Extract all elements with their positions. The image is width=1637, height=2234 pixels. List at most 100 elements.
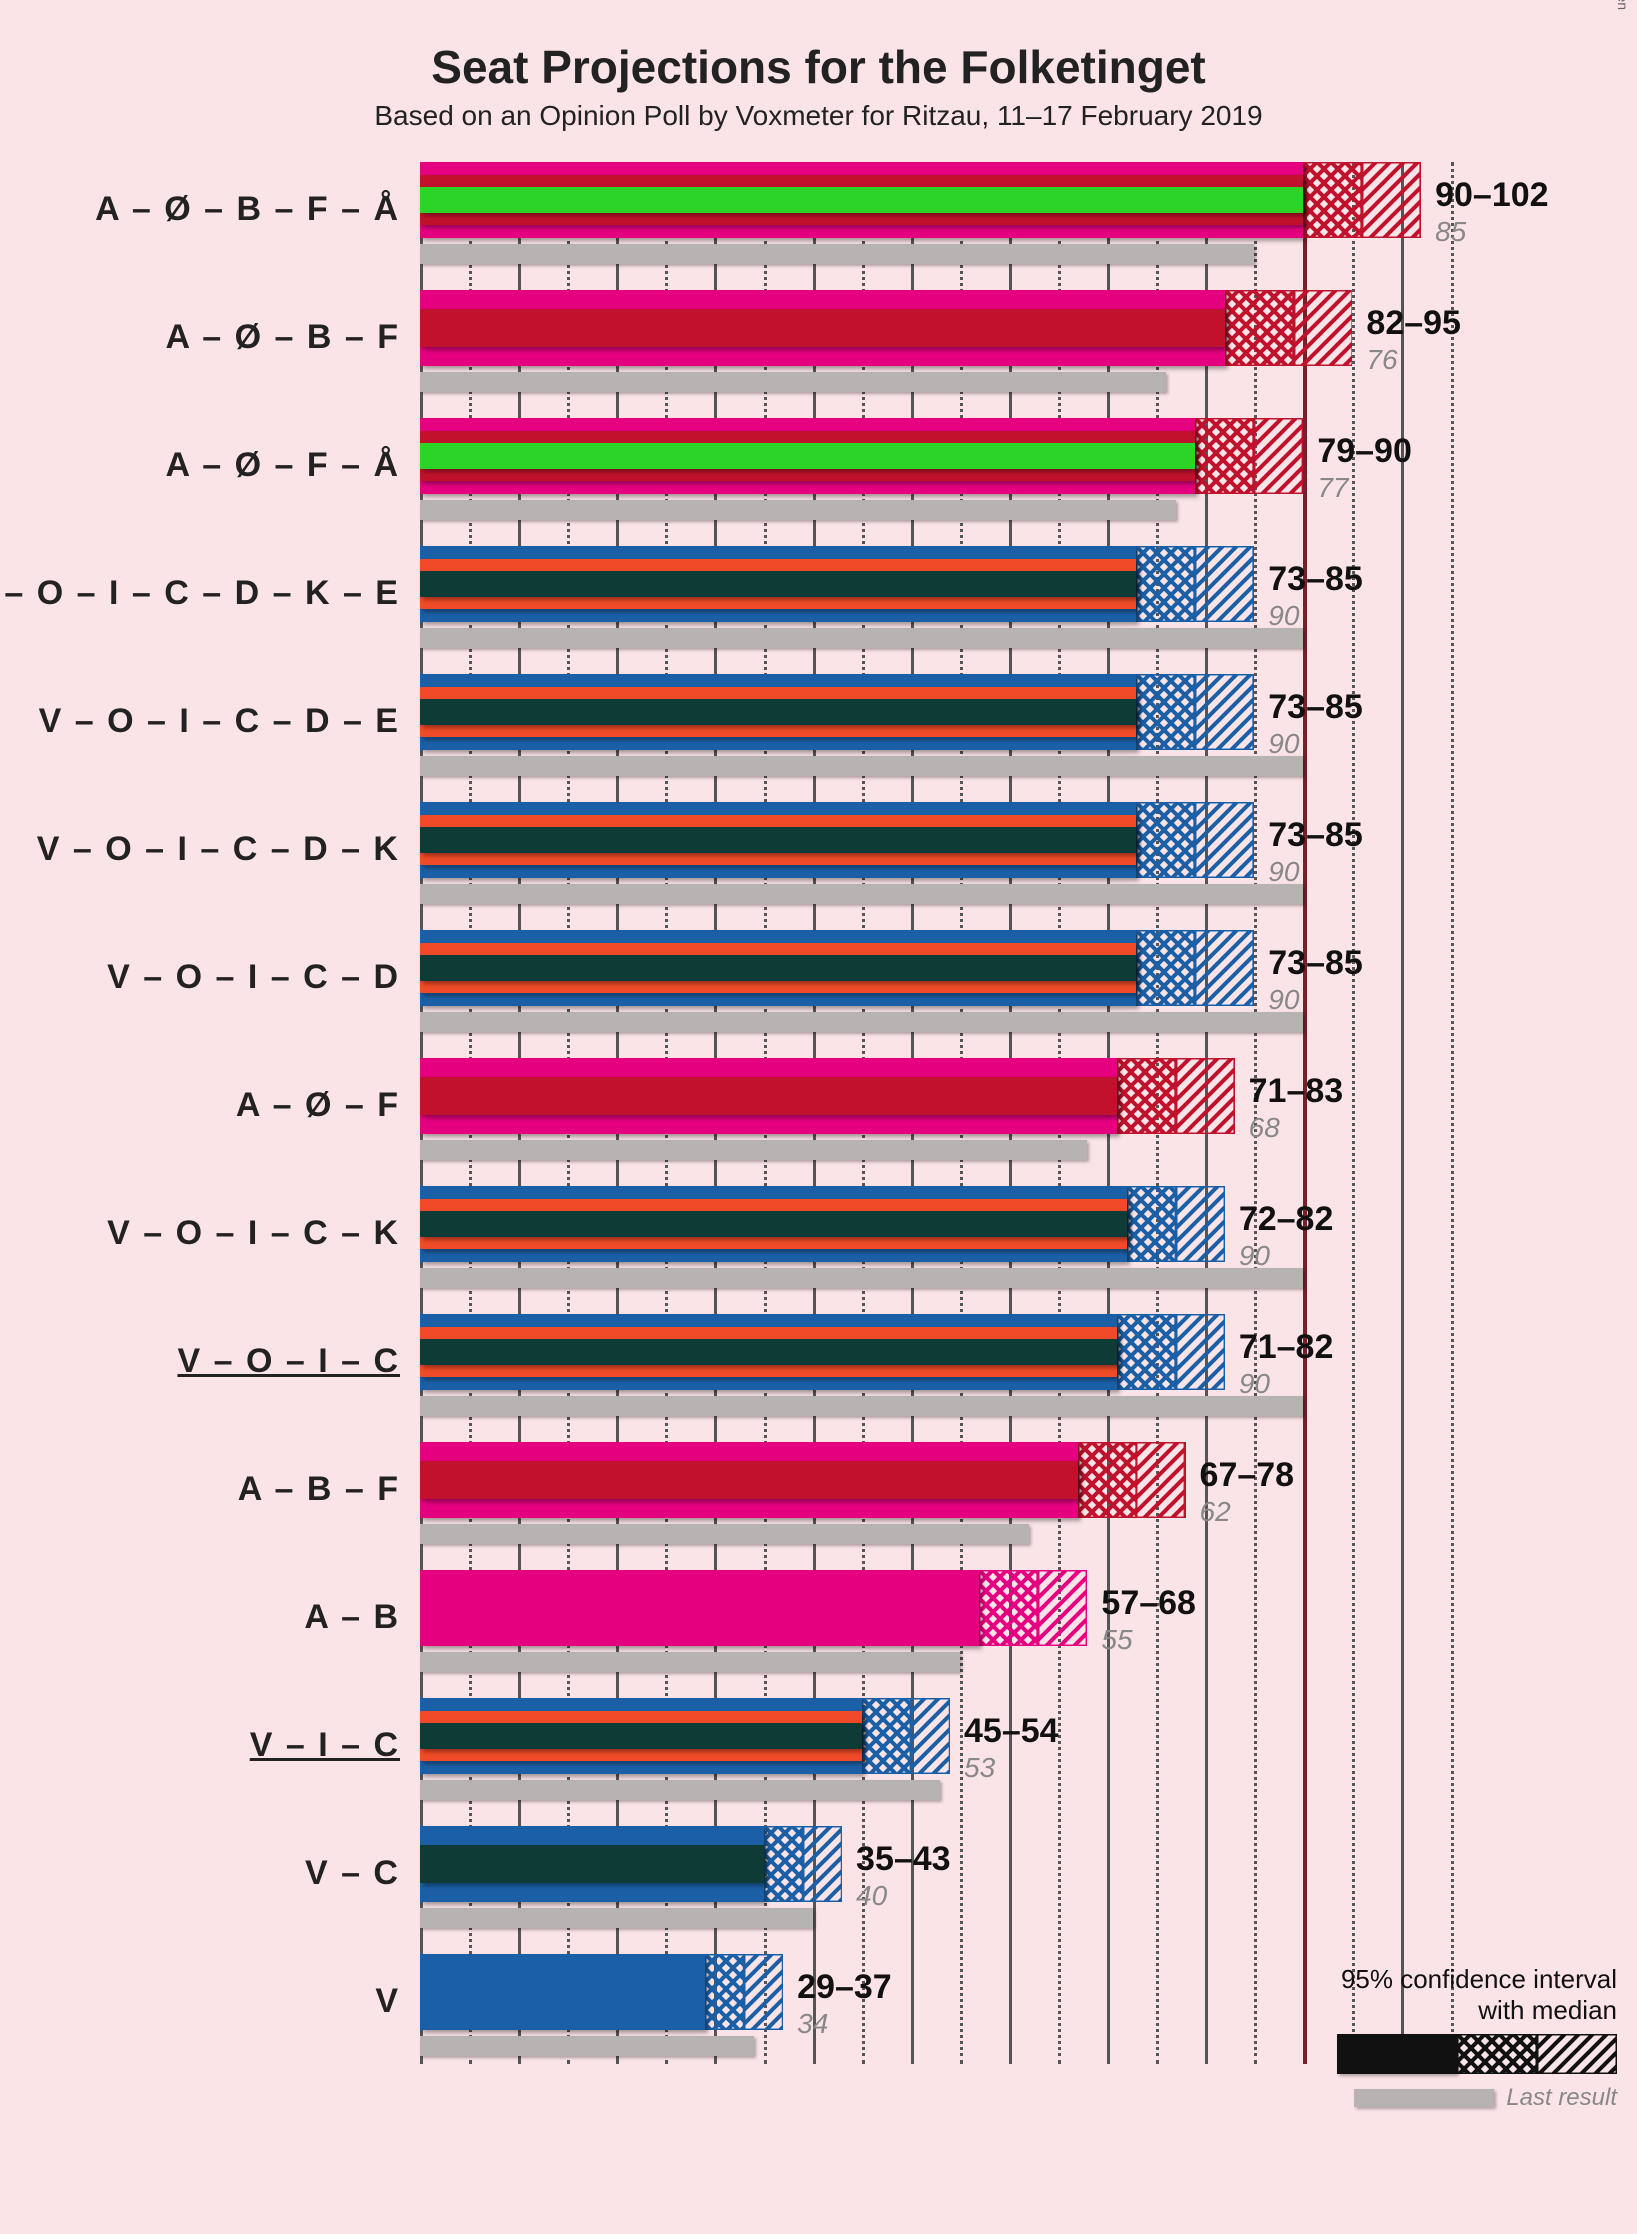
range-value: 45–54 — [964, 1712, 1059, 1751]
ci-diagonal — [1195, 802, 1254, 878]
coalition-row: A – Ø – F – Å 79–9077 — [420, 418, 1480, 528]
range-value: 82–95 — [1366, 304, 1461, 343]
ci-crosshatch — [1136, 802, 1195, 878]
coalition-label: V – O – I – C – D – K – E — [0, 574, 420, 613]
range-value: 35–43 — [856, 1840, 951, 1879]
last-result-bar — [420, 1908, 813, 1928]
last-result-bar — [420, 1140, 1087, 1160]
ci-diagonal — [1136, 1442, 1185, 1518]
ci-diagonal — [1176, 1314, 1225, 1390]
coalition-row: A – Ø – B – F – Å 90–10285 — [420, 162, 1480, 272]
ci-diagonal — [911, 1698, 950, 1774]
coalition-row: V – O – I – C – K 72–8290 — [420, 1186, 1480, 1296]
ci-crosshatch — [1136, 546, 1195, 622]
coalition-row: V – O – I – C – D – K – E 73–8590 — [420, 546, 1480, 656]
copyright: © 2019 Filip van Laenen — [1615, 0, 1631, 10]
legend-last-bar — [1354, 2089, 1494, 2107]
chart-subtitle: Based on an Opinion Poll by Voxmeter for… — [60, 100, 1577, 132]
bar-stripe — [420, 443, 1195, 468]
range-value: 73–85 — [1268, 944, 1363, 983]
coalition-label: V – O – I – C — [177, 1342, 420, 1381]
ci-diagonal — [1038, 1570, 1087, 1646]
last-result-bar — [420, 244, 1254, 264]
ci-diagonal — [1195, 546, 1254, 622]
bar-stripe — [420, 827, 1136, 852]
coalition-row: V – C 35–4340 — [420, 1826, 1480, 1936]
last-result-bar — [420, 500, 1176, 520]
bar-stripe — [420, 699, 1136, 724]
coalition-label: V – C — [305, 1854, 420, 1893]
last-result-bar — [420, 756, 1303, 776]
bar-stripe — [420, 1339, 1117, 1364]
range-value: 90–102 — [1435, 176, 1548, 215]
coalition-label: V — [375, 1982, 420, 2021]
bar-stripe — [420, 187, 1303, 212]
range-value: 73–85 — [1268, 816, 1363, 855]
coalition-label: V – O – I – C – D — [107, 958, 420, 997]
rows-container: A – Ø – B – F – Å 90–10285 A – Ø – B – F … — [420, 162, 1480, 2064]
last-result-bar — [420, 884, 1303, 904]
ci-crosshatch — [764, 1826, 803, 1902]
bar-stripe — [420, 1077, 1117, 1115]
ci-diagonal — [803, 1826, 842, 1902]
last-result-bar — [420, 1652, 960, 1672]
coalition-row: A – Ø – B – F 82–9576 — [420, 290, 1480, 400]
bar-stripe — [420, 1845, 764, 1883]
ci-crosshatch — [1303, 162, 1362, 238]
ci-crosshatch — [1195, 418, 1254, 494]
ci-crosshatch — [1136, 930, 1195, 1006]
ci-diagonal — [1294, 290, 1353, 366]
last-result-bar — [420, 1524, 1029, 1544]
last-result-bar — [420, 372, 1166, 392]
chart-title: Seat Projections for the Folketinget — [60, 40, 1577, 94]
coalition-label: A – Ø – F — [236, 1086, 420, 1125]
ci-diagonal — [1195, 930, 1254, 1006]
last-result-value: 40 — [856, 1880, 887, 1912]
last-result-bar — [420, 2036, 754, 2056]
coalition-row: V – O – I – C – D – K 73–8590 — [420, 802, 1480, 912]
range-value: 71–82 — [1239, 1328, 1334, 1367]
bar-stripe — [420, 1211, 1127, 1236]
last-result-bar — [420, 1268, 1303, 1288]
ci-diagonal — [1362, 162, 1421, 238]
coalition-row: V 29–3734 — [420, 1954, 1480, 2064]
ci-crosshatch — [1117, 1058, 1176, 1134]
last-result-bar — [420, 1780, 940, 1800]
last-result-value: 68 — [1249, 1112, 1280, 1144]
coalition-row: V – O – I – C – D – E 73–8590 — [420, 674, 1480, 784]
last-result-value: 77 — [1317, 472, 1348, 504]
ci-crosshatch — [862, 1698, 911, 1774]
last-result-value: 85 — [1435, 216, 1466, 248]
ci-diagonal — [1195, 674, 1254, 750]
range-value: 79–90 — [1317, 432, 1412, 471]
chart-container: Seat Projections for the Folketinget Bas… — [0, 0, 1637, 2132]
last-result-value: 53 — [964, 1752, 995, 1784]
plot-area: A – Ø – B – F – Å 90–10285 A – Ø – B – F … — [420, 162, 1480, 2064]
range-value: 67–78 — [1200, 1456, 1295, 1495]
bar-stripe — [420, 1723, 862, 1748]
ci-crosshatch — [1136, 674, 1195, 750]
bar-stripe — [420, 1461, 1078, 1499]
last-result-bar — [420, 1012, 1303, 1032]
coalition-label: A – Ø – F – Å — [166, 446, 420, 485]
bar-stripe — [420, 1954, 705, 2030]
last-result-bar — [420, 1396, 1303, 1416]
legend-last-text: Last result — [1506, 2084, 1617, 2112]
coalition-row: A – Ø – F 71–8368 — [420, 1058, 1480, 1168]
ci-crosshatch — [1127, 1186, 1176, 1262]
last-result-value: 62 — [1200, 1496, 1231, 1528]
last-result-value: 76 — [1366, 344, 1397, 376]
coalition-row: V – O – I – C – D 73–8590 — [420, 930, 1480, 1040]
range-value: 72–82 — [1239, 1200, 1334, 1239]
ci-crosshatch — [1117, 1314, 1176, 1390]
range-value: 57–68 — [1101, 1584, 1196, 1623]
coalition-label: A – Ø – B – F – Å — [95, 190, 420, 229]
coalition-label: A – B — [304, 1598, 420, 1637]
bar-stripe — [420, 309, 1225, 347]
ci-diagonal — [744, 1954, 783, 2030]
ci-crosshatch — [1078, 1442, 1137, 1518]
ci-diagonal — [1254, 418, 1303, 494]
last-result-value: 34 — [797, 2008, 828, 2040]
coalition-label: V – O – I – C – D – K — [37, 830, 420, 869]
range-value: 73–85 — [1268, 688, 1363, 727]
